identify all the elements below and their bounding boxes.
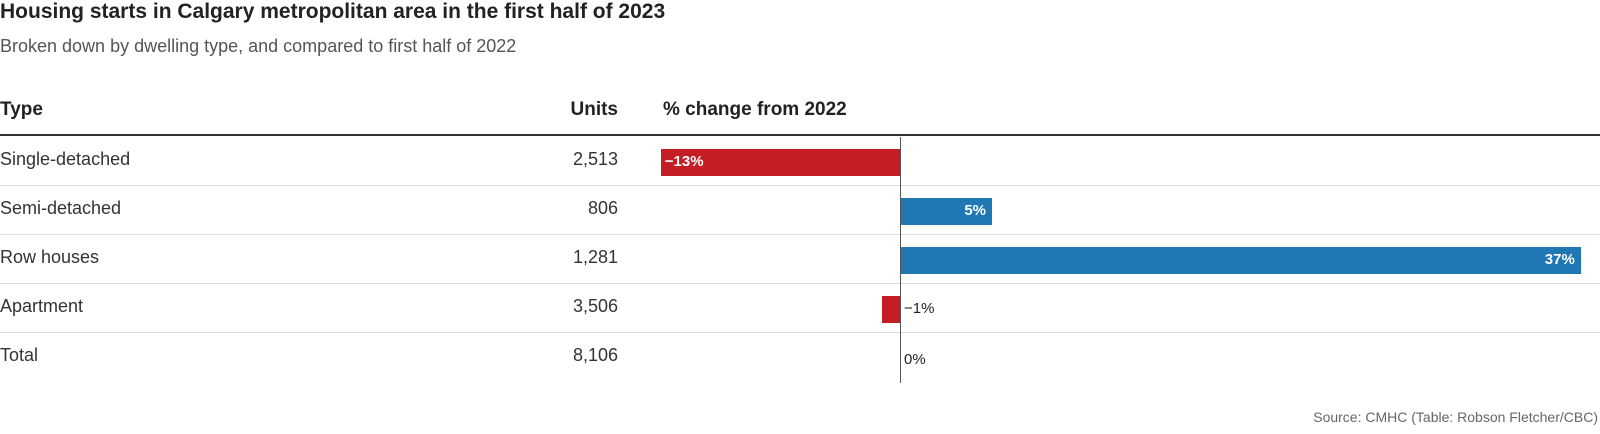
row-type-label: Single-detached: [0, 149, 131, 169]
header-rule: [0, 134, 1600, 136]
change-bar: [881, 296, 900, 323]
chart-subtitle: Broken down by dwelling type, and compar…: [0, 36, 517, 56]
table-row: Apartment 3,506 −1%: [0, 284, 1600, 333]
change-value-label: −1%: [904, 300, 935, 317]
table-row: Single-detached 2,513 −13%: [0, 137, 1600, 186]
column-header-type: Type: [0, 99, 43, 120]
change-bar: [900, 198, 992, 225]
row-type-label: Row houses: [0, 247, 100, 267]
zero-axis-line: [900, 137, 901, 383]
column-header-change: % change from 2022: [663, 99, 847, 120]
row-divider: [0, 283, 1600, 284]
row-type-label: Semi-detached: [0, 198, 122, 218]
table-row: Semi-detached 806 5%: [0, 186, 1600, 235]
change-value-label: −13%: [664, 153, 704, 170]
change-value-label: 37%: [1544, 251, 1575, 268]
row-type-label: Total: [0, 345, 39, 365]
column-header-units: Units: [570, 99, 619, 120]
row-divider: [0, 185, 1600, 186]
change-bar: [900, 247, 1581, 274]
source-note: Source: CMHC (Table: Robson Fletcher/CBC…: [1313, 409, 1598, 425]
row-divider: [0, 234, 1600, 235]
row-divider: [0, 332, 1600, 333]
row-units-value: 1,281: [572, 247, 618, 267]
change-value-label: 5%: [964, 202, 986, 219]
chart-title: Housing starts in Calgary metropolitan a…: [0, 0, 666, 23]
row-type-label: Apartment: [0, 296, 84, 316]
table-row: Total 8,106 0%: [0, 333, 1600, 382]
change-value-label: 0%: [904, 351, 926, 368]
row-units-value: 8,106: [572, 345, 618, 365]
row-units-value: 3,506: [572, 296, 618, 316]
row-units-value: 2,513: [572, 149, 618, 169]
change-bar: [660, 149, 900, 176]
row-units-value: 806: [587, 198, 618, 218]
table-row: Row houses 1,281 37%: [0, 235, 1600, 284]
